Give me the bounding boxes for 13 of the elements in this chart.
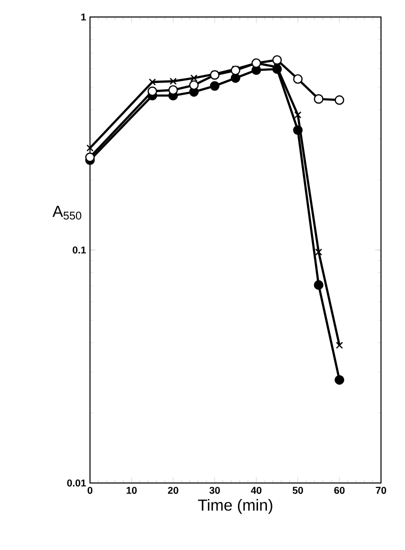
- y-axis-title: A$_{550}$: [52, 206, 82, 220]
- x-tick-label: 30: [209, 486, 220, 494]
- x-tick-label: 50: [292, 486, 303, 494]
- x-tick-label: 60: [334, 486, 345, 494]
- x-tick-label: 20: [168, 486, 178, 494]
- x-tick-label: 70: [376, 486, 386, 494]
- x-tick-label: 0: [88, 486, 92, 494]
- x-tick-label: 40: [250, 486, 262, 494]
- y-tick-label: 1: [81, 14, 86, 20]
- x-tick-label: 10: [126, 486, 137, 494]
- y-tick-label: 0.1: [72, 246, 86, 254]
- x-axis-title: Time (min): [198, 499, 272, 514]
- y-tick-label: 0.01: [67, 479, 86, 487]
